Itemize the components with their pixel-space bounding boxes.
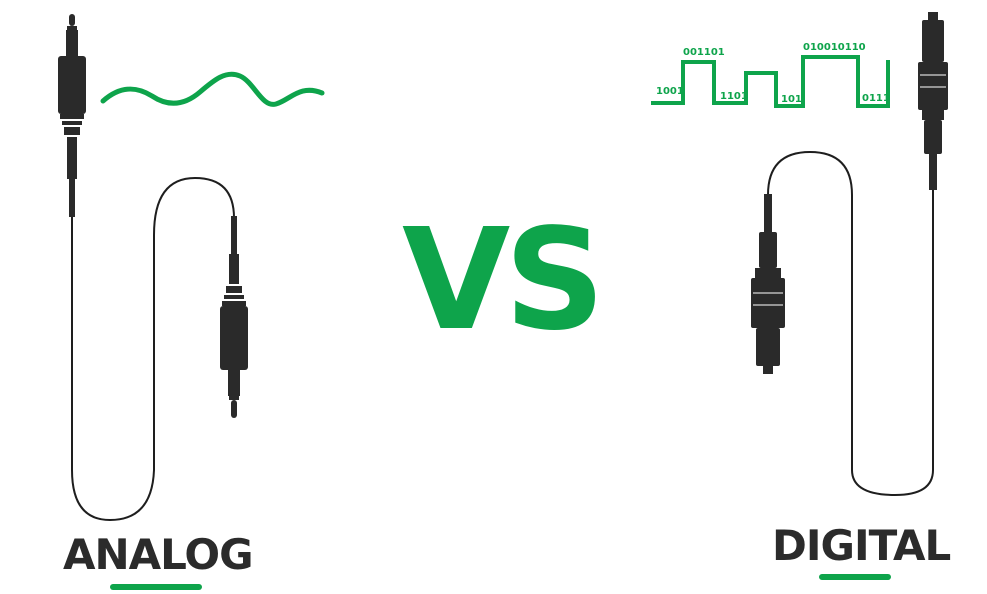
analog-underline (110, 584, 202, 590)
bits-label: 0111 (862, 93, 890, 104)
digital-cable (767, 150, 934, 497)
digital-label: DIGITAL (772, 521, 951, 570)
bits-label: 001101 (683, 47, 725, 58)
optical-connector-bottom (751, 194, 785, 374)
sine-wave-icon (100, 71, 325, 107)
vs-title: VS (402, 199, 605, 362)
analog-jack-top (58, 14, 86, 217)
analog-cable (71, 176, 235, 522)
digital-underline (819, 574, 891, 580)
analog-jack-bottom (220, 216, 248, 418)
bits-label: 1001 (656, 86, 684, 97)
bits-label: 1101 (720, 91, 748, 102)
square-wave-icon: 001101 010010110 1001 1101 101 0111 (651, 42, 890, 108)
bits-label: 010010110 (803, 42, 866, 53)
analog-label: ANALOG (63, 530, 254, 579)
optical-connector-top (918, 12, 948, 190)
bits-label: 101 (781, 94, 802, 105)
